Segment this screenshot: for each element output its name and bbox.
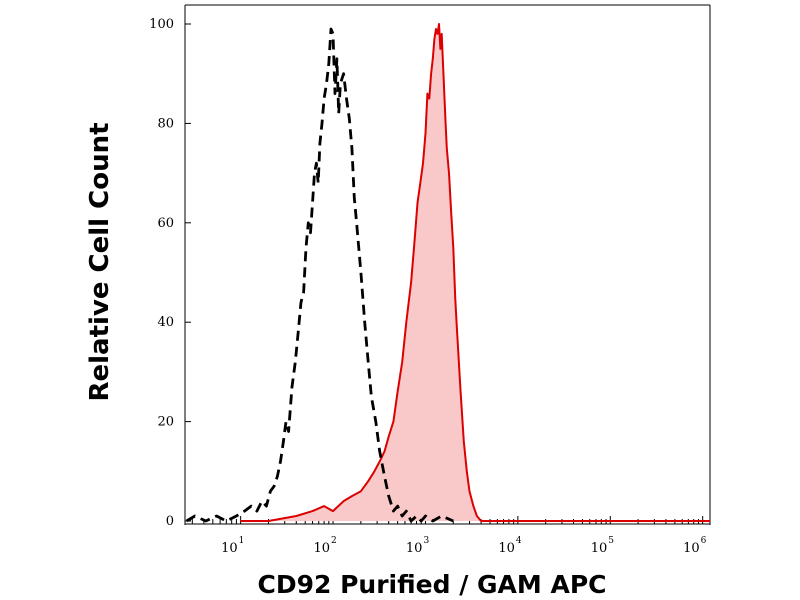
x-tick-label-exp: 3 — [423, 536, 429, 546]
x-tick-label-base: 10 — [498, 541, 515, 556]
axis-frame — [184, 4, 711, 525]
x-tick-label-exp: 4 — [516, 536, 522, 546]
x-tick-label-base: 10 — [406, 541, 423, 556]
x-tick-label-exp: 5 — [608, 536, 614, 546]
x-tick-label-exp: 1 — [239, 536, 245, 546]
y-tick-label: 40 — [157, 315, 174, 330]
y-tick-label: 80 — [157, 116, 174, 131]
y-axis-label: Relative Cell Count — [85, 122, 115, 401]
y-tick-label: 100 — [149, 17, 174, 32]
x-tick-label-exp: 6 — [701, 536, 707, 546]
x-tick-label-base: 10 — [221, 541, 238, 556]
x-tick-label-exp: 2 — [331, 536, 337, 546]
series-line-solid — [240, 23, 710, 522]
y-tick-label: 60 — [157, 216, 174, 231]
x-tick-label-base: 10 — [683, 541, 700, 556]
x-axis-label: CD92 Purified / GAM APC — [258, 570, 607, 599]
series-area-filled — [240, 24, 710, 521]
y-tick-label: 20 — [157, 415, 174, 430]
series-layer — [185, 23, 710, 523]
series-line-dashed — [185, 27, 454, 523]
x-tick-label-base: 10 — [591, 541, 608, 556]
y-tick-label: 0 — [166, 514, 174, 529]
x-tick-label-base: 10 — [313, 541, 330, 556]
